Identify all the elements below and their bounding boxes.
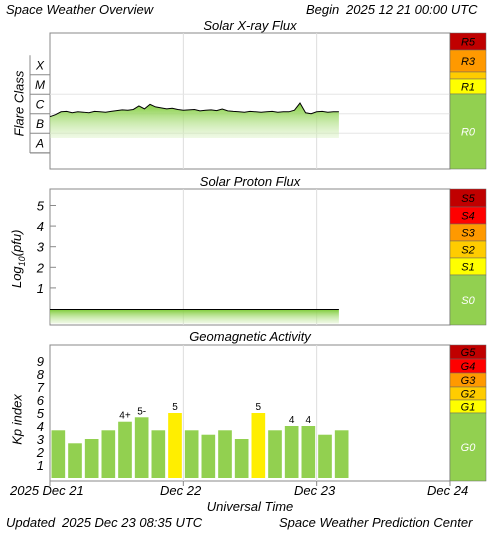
geomag-scale-segment: [449, 412, 487, 482]
kp-bar: [334, 430, 349, 478]
xray-class-tick: M: [35, 78, 45, 92]
proton-scale-level: S0: [461, 295, 475, 307]
xray-scale-level: R5: [461, 37, 476, 49]
x-tick-0: 2025 Dec 21: [10, 483, 84, 498]
kp-bar: [218, 430, 232, 478]
geomag-plot-frame: [49, 344, 451, 482]
begin-date: 2025 12 21 00:00 UTC: [346, 2, 478, 17]
proton-tick-label: 4: [37, 219, 44, 234]
kp-bar: [251, 413, 266, 478]
updated-label: Updated: [6, 515, 56, 530]
kp-bar: [168, 413, 182, 478]
xray-scale-level: R3: [461, 56, 476, 68]
kp-bar: [118, 421, 132, 478]
kp-bar: [201, 434, 216, 478]
xray-area: [50, 103, 339, 138]
kp-tick-label: 1: [37, 458, 44, 473]
proton-tick-label: 5: [37, 198, 45, 213]
proton-area: [50, 309, 339, 324]
updated-time: 2025 Dec 23 08:35 UTC: [62, 515, 203, 530]
geomag-scale-level: G0: [461, 442, 477, 454]
xray-class-tick: C: [36, 98, 45, 112]
geomag-scale-level: G2: [461, 389, 476, 401]
geomag-scale-level: G5: [461, 347, 477, 359]
kp-bar: [68, 443, 82, 478]
proton-title: Solar Proton Flux: [199, 174, 301, 189]
xray-line: [49, 102, 339, 118]
footer-center: Space Weather Prediction Center: [279, 515, 473, 530]
kp-tick-label: 8: [37, 367, 45, 382]
proton-scale-level: S4: [461, 211, 474, 223]
kp-bar-label: 4+: [119, 411, 131, 422]
kp-bar: [84, 439, 99, 478]
kp-bar: [268, 430, 282, 478]
kp-tick-label: 2: [36, 445, 45, 460]
geomag-scale-level: G4: [461, 361, 476, 373]
proton-scale-level: S3: [461, 228, 475, 240]
kp-bar: [184, 430, 199, 478]
kp-bar: [51, 430, 66, 478]
geomag-scale-level: G3: [461, 375, 477, 387]
xray-class-tick: B: [36, 117, 44, 131]
proton-tick-label: 2: [36, 260, 45, 275]
xray-scale-segment: [449, 93, 487, 170]
x-tick-1: Dec 22: [160, 483, 202, 498]
xray-title: Solar X-ray Flux: [203, 18, 297, 33]
proton-plot-frame: [49, 188, 451, 326]
kp-bar-label: 4: [289, 415, 295, 426]
proton-scale-segment: [449, 274, 487, 326]
kp-bar-label: 5: [256, 402, 262, 413]
kp-tick-label: 5: [37, 406, 45, 421]
xray-scale-segment: [449, 71, 487, 80]
geomag-scale-level: G1: [461, 402, 476, 414]
kp-bar: [301, 426, 316, 478]
kp-bar: [151, 430, 166, 478]
kp-tick-label: 9: [37, 354, 44, 369]
kp-bar-label: 5: [172, 402, 178, 413]
geomag-title: Geomagnetic Activity: [189, 329, 311, 344]
proton-tick-label: 1: [37, 281, 44, 296]
xray-class-tick: X: [35, 59, 45, 73]
proton-scale-level: S1: [461, 262, 474, 274]
kp-bar: [284, 426, 299, 478]
proton-tick-label: 3: [37, 240, 45, 255]
begin-label: Begin: [306, 2, 340, 17]
xray-class-tick: A: [35, 137, 44, 151]
kp-bar: [101, 430, 116, 478]
kp-bar-label: 4: [306, 415, 312, 426]
proton-scale-level: S2: [461, 245, 474, 257]
proton-scale-level: S5: [461, 193, 475, 205]
kp-tick-label: 6: [37, 393, 45, 408]
xray-scale-level: R0: [461, 127, 476, 139]
kp-tick-label: 7: [37, 380, 45, 395]
kp-bar-label: 5-: [137, 406, 146, 417]
x-axis-label: Universal Time: [206, 499, 294, 514]
x-tick-3: Dec 24: [427, 483, 469, 498]
kp-tick-label: 3: [37, 432, 45, 447]
kp-bar: [234, 439, 249, 478]
xray-plot-frame: [49, 32, 451, 170]
x-tick-2: Dec 23: [294, 483, 336, 498]
page-title: Space Weather Overview: [6, 2, 154, 17]
kp-tick-label: 4: [37, 419, 44, 434]
xray-scale-level: R1: [461, 82, 475, 94]
kp-bar: [318, 434, 332, 478]
kp-bar: [134, 417, 149, 478]
